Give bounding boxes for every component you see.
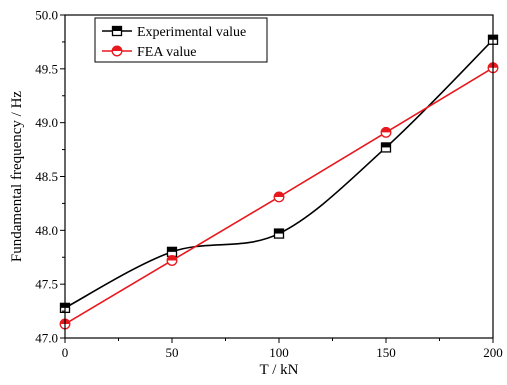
series-2-point <box>380 126 392 138</box>
legend-marker <box>111 25 123 37</box>
y-axis-label: Fundamental frequency / Hz <box>9 91 25 263</box>
x-tick-label: 100 <box>269 345 289 360</box>
legend-box <box>94 17 268 63</box>
x-tick-label: 0 <box>62 345 69 360</box>
y-tick-label: 47.0 <box>35 331 58 346</box>
legend: Experimental value FEA value <box>94 17 268 63</box>
legend-label: Experimental value <box>137 25 246 40</box>
series-layer <box>59 34 499 330</box>
x-tick-label: 50 <box>166 345 179 360</box>
y-tick-label: 50.0 <box>35 8 58 23</box>
y-tick-label: 49.0 <box>35 115 58 130</box>
plot-frame <box>64 14 494 339</box>
legend-label: FEA value <box>137 45 197 60</box>
series-1-point <box>273 228 285 239</box>
series-line-1 <box>64 39 494 309</box>
legend-marker <box>111 45 123 57</box>
y-tick-label: 48.0 <box>35 223 58 238</box>
x-tick-label: 200 <box>483 345 503 360</box>
series-1-point <box>166 246 178 258</box>
x-tick-label: 150 <box>376 345 396 360</box>
y-tick-label: 49.5 <box>35 61 58 76</box>
y-tick-label: 48.5 <box>35 169 58 184</box>
series-2-point <box>166 255 178 266</box>
series-2-point <box>273 191 285 203</box>
x-axis-label: T / kN <box>260 362 299 378</box>
x-axis-ticks: 0 50 100 150 200 <box>62 338 503 360</box>
y-axis-ticks: 47.0 47.5 48.0 48.5 49.0 49.5 50.0 <box>35 8 65 346</box>
series-1-point <box>380 142 392 153</box>
y-tick-label: 47.5 <box>35 277 58 292</box>
